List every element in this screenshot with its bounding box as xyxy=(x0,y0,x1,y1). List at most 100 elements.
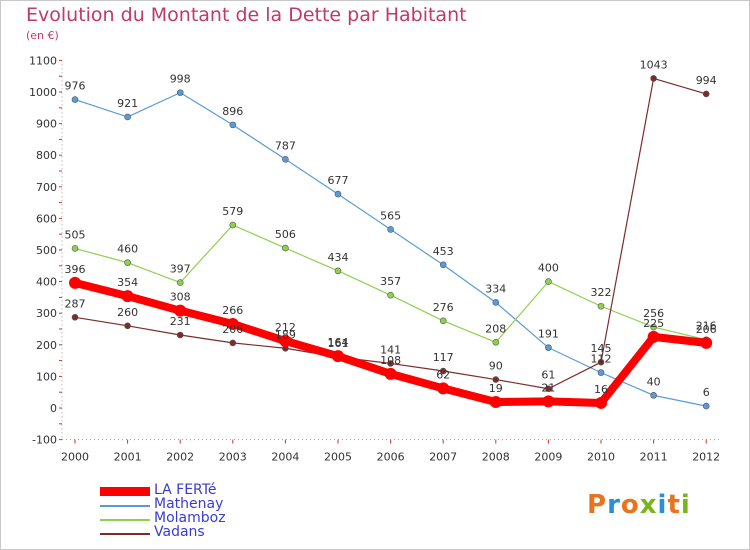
data-label: 998 xyxy=(170,73,191,86)
data-label: 61 xyxy=(541,369,555,382)
data-point xyxy=(597,302,605,310)
data-point xyxy=(124,322,131,330)
x-tick-label: 2010 xyxy=(587,451,615,464)
data-label: 921 xyxy=(117,97,138,110)
data-label: 434 xyxy=(328,251,349,264)
data-label: 505 xyxy=(65,228,86,241)
data-point xyxy=(282,244,289,252)
y-tick-label: -100 xyxy=(32,434,57,447)
legend-swatch xyxy=(100,533,150,535)
data-point xyxy=(176,331,184,339)
data-point xyxy=(124,113,131,121)
logo-letter: i xyxy=(657,490,668,520)
data-point xyxy=(650,75,657,82)
data-label: 189 xyxy=(275,328,296,341)
data-label: 308 xyxy=(170,291,191,304)
data-point xyxy=(387,226,394,233)
legend-item: Molamboz xyxy=(100,510,320,526)
legend-label: LA FERTé xyxy=(154,482,217,498)
data-point xyxy=(387,360,394,367)
y-tick-label: 1000 xyxy=(29,86,57,99)
y-tick-label: 0 xyxy=(50,402,57,415)
data-label: 62 xyxy=(436,368,450,381)
data-label: 276 xyxy=(433,301,454,314)
y-tick-label: 800 xyxy=(36,149,57,162)
data-point xyxy=(700,336,713,349)
data-point xyxy=(384,367,397,380)
data-point xyxy=(334,190,342,198)
data-label: 208 xyxy=(485,322,506,335)
data-point xyxy=(176,89,184,96)
series-line xyxy=(74,77,707,390)
data-point xyxy=(542,395,555,408)
data-point xyxy=(174,304,187,317)
data-point xyxy=(332,350,344,363)
data-label: 117 xyxy=(433,351,454,364)
data-label: 260 xyxy=(117,306,138,319)
y-tick-label: 700 xyxy=(36,181,57,194)
data-label: 397 xyxy=(170,263,191,276)
data-label: 565 xyxy=(380,209,401,222)
data-point xyxy=(492,376,500,383)
data-point xyxy=(71,314,79,321)
y-tick-label: 500 xyxy=(36,244,57,257)
x-tick-label: 2006 xyxy=(377,451,405,464)
data-label: 256 xyxy=(643,307,664,320)
data-point xyxy=(650,392,657,399)
data-label: 460 xyxy=(117,243,138,256)
legend-item: Mathenay xyxy=(100,496,320,512)
x-tick-label: 2005 xyxy=(324,451,352,464)
logo-letter: t xyxy=(667,490,681,520)
logo-letter: r xyxy=(607,490,621,520)
chart-title: Evolution du Montant de la Dette par Hab… xyxy=(26,4,467,26)
data-point xyxy=(595,396,607,409)
y-tick-label: 600 xyxy=(36,212,57,225)
y-tick-label: 400 xyxy=(36,276,57,289)
data-label: 357 xyxy=(380,275,401,288)
data-label: 21 xyxy=(541,381,555,394)
legend-swatch xyxy=(100,519,150,521)
data-point xyxy=(597,369,605,376)
logo-letter: x xyxy=(639,490,658,520)
data-label: 225 xyxy=(643,317,664,330)
x-tick-label: 2004 xyxy=(271,451,299,464)
x-tick-label: 2001 xyxy=(114,451,142,464)
data-point xyxy=(279,335,292,348)
x-tick-label: 2007 xyxy=(429,451,457,464)
data-label: 976 xyxy=(65,80,86,93)
data-label: 506 xyxy=(275,228,296,241)
data-label: 164 xyxy=(328,336,349,349)
data-point xyxy=(492,299,500,306)
data-point xyxy=(439,261,447,269)
data-point xyxy=(489,395,502,408)
y-tick-label: 900 xyxy=(36,118,57,131)
data-point xyxy=(545,278,552,285)
legend-label: Vadans xyxy=(154,524,205,540)
data-label: 90 xyxy=(489,360,503,373)
data-point xyxy=(702,402,710,410)
data-label: 396 xyxy=(65,263,86,276)
x-tick-label: 2012 xyxy=(692,451,720,464)
data-point xyxy=(387,291,394,299)
data-label: 787 xyxy=(275,139,296,152)
data-point xyxy=(597,358,605,366)
y-tick-label: 200 xyxy=(36,339,57,352)
data-label: 212 xyxy=(275,321,296,334)
legend-label: Mathenay xyxy=(154,496,224,512)
legend-label: Molamboz xyxy=(154,510,226,526)
x-tick-label: 2011 xyxy=(640,451,668,464)
data-point xyxy=(229,221,237,229)
y-tick-label: 1100 xyxy=(29,54,57,67)
data-point xyxy=(229,121,237,129)
data-label: 354 xyxy=(117,276,138,289)
data-label: 579 xyxy=(222,205,243,218)
data-point xyxy=(229,339,237,347)
data-label: 206 xyxy=(696,323,717,336)
data-label: 191 xyxy=(538,328,559,341)
data-label: 677 xyxy=(328,174,349,187)
data-point xyxy=(702,90,710,98)
legend-item: LA FERTé xyxy=(100,482,320,498)
data-label: 453 xyxy=(433,245,454,258)
proxiti-logo: Proxiti xyxy=(587,490,691,520)
